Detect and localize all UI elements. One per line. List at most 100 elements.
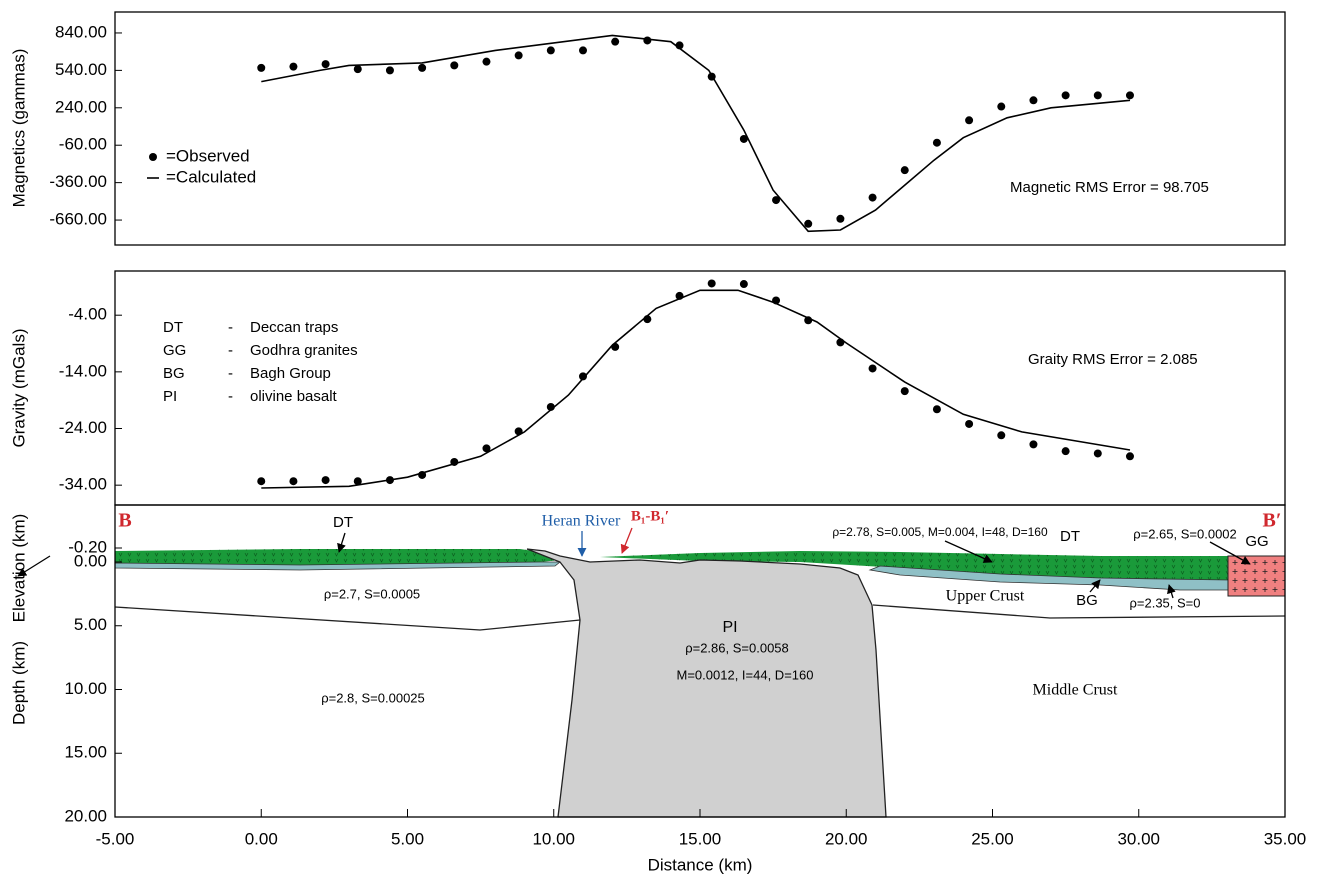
annotation: M=0.0012, I=44, D=160: [677, 667, 814, 682]
observed-point: [514, 51, 523, 60]
legend-label: =Observed: [166, 146, 250, 165]
observed-point: [1029, 96, 1038, 105]
x-tick-label: 30.00: [1117, 829, 1160, 848]
y-tick-label: -24.00: [59, 418, 107, 437]
annotation: GG: [1245, 533, 1268, 550]
formation-name: olivine basalt: [250, 388, 338, 405]
formation-name: Deccan traps: [250, 319, 338, 336]
y-axis-title: Gravity (mGals): [9, 329, 28, 448]
y-tick-label: 5.00: [74, 615, 107, 634]
observed-point: [257, 477, 266, 486]
annotation: B: [118, 510, 131, 532]
arrow: [17, 555, 51, 577]
y-axis-title: Elevation (km): [9, 514, 28, 623]
x-tick-label: 35.00: [1264, 829, 1307, 848]
observed-point: [482, 57, 491, 66]
y-tick-label: -14.00: [59, 361, 107, 380]
arrow: [944, 540, 993, 563]
gg-pattern: [1228, 556, 1285, 596]
observed-point: [353, 65, 362, 74]
dt-pattern: [115, 549, 1228, 580]
observed-point: [418, 63, 427, 72]
formation-dash: -: [228, 388, 233, 405]
calculated-line: [261, 34, 1131, 233]
formation-name: Godhra granites: [250, 342, 358, 359]
y-tick-label: 15.00: [64, 743, 107, 762]
arrow: [620, 527, 633, 554]
observed-point: [868, 193, 877, 202]
y-tick-label: -34.00: [59, 475, 107, 494]
observed-point: [997, 102, 1006, 111]
observed-point: [643, 36, 652, 45]
y-tick-label: -4.00: [68, 305, 107, 324]
observed-point: [932, 138, 941, 147]
formation-name: Bagh Group: [250, 365, 331, 382]
bg-layer-right: [868, 565, 1229, 591]
formation-code: BG: [163, 365, 185, 382]
observed-point: [965, 419, 974, 428]
y-axis-title: Magnetics (gammas): [9, 49, 28, 208]
observed-point: [1125, 452, 1134, 461]
arrow: [337, 532, 346, 553]
annotation: Heran River: [542, 513, 621, 530]
observed-point: [321, 476, 330, 485]
observed-point: [611, 37, 620, 46]
x-tick-label: 20.00: [825, 829, 868, 848]
observed-point: [707, 279, 716, 288]
observed-point: [900, 387, 909, 396]
formation-code: PI: [163, 388, 177, 405]
observed-point: [1061, 91, 1070, 100]
arrows: [17, 527, 1251, 599]
formation-dash: -: [228, 342, 233, 359]
observed-point: [739, 134, 748, 143]
observed-point: [289, 62, 298, 71]
y-tick-label: 840.00: [55, 22, 107, 41]
observed-point: [1125, 91, 1134, 100]
y-tick-label: -360.00: [49, 172, 107, 191]
legend-label: =Calculated: [166, 167, 256, 186]
annotation: DT: [333, 514, 353, 531]
y-tick-label: 240.00: [55, 97, 107, 116]
annotation: Middle Crust: [1033, 682, 1118, 699]
x-tick-label: 0.00: [245, 829, 278, 848]
annotation: ρ=2.35, S=0: [1129, 595, 1200, 610]
observed-point: [1093, 91, 1102, 100]
y-tick-label: 0.00: [74, 551, 107, 570]
y-tick-label: -0.20: [68, 537, 107, 556]
annotation: ρ=2.86, S=0.0058: [685, 640, 789, 655]
annotation: BG: [1076, 592, 1098, 609]
observed-point: [1061, 447, 1070, 456]
observed-point: [997, 431, 1006, 440]
observed-point: [772, 196, 781, 205]
observed-point: [579, 46, 587, 55]
x-tick-label: 5.00: [391, 829, 424, 848]
observed-point: [257, 63, 266, 72]
rms-error: Magnetic RMS Error = 98.705: [1010, 179, 1209, 196]
x-axis-title: Distance (km): [648, 855, 753, 874]
annotation: ρ=2.78, S=0.005, M=0.004, I=48, D=160: [832, 525, 1048, 539]
y-tick-label: 10.00: [64, 679, 107, 698]
x-tick-label: 25.00: [971, 829, 1014, 848]
annotation: Upper Crust: [946, 588, 1025, 605]
observed-point: [450, 61, 459, 70]
bg-layer-left: [114, 561, 562, 571]
observed-point: [739, 280, 748, 289]
observed-point: [932, 405, 941, 414]
formation-dash: -: [228, 365, 233, 382]
formation-code: DT: [163, 319, 183, 336]
observed-point: [353, 477, 362, 486]
observed-point: [546, 46, 555, 55]
annotation: ρ=2.65, S=0.0002: [1133, 526, 1237, 541]
observed-point: [804, 219, 813, 228]
plot-frame: [114, 11, 1286, 246]
observed-point: [385, 66, 394, 75]
annotation: B₁-B₁′: [631, 508, 669, 524]
observed-point: [579, 372, 587, 381]
y-tick-label: 20.00: [64, 806, 107, 825]
observed-point: [900, 166, 909, 175]
calculated-line: [261, 289, 1131, 489]
arrow: [1209, 541, 1251, 565]
legend-marker: [149, 153, 157, 161]
